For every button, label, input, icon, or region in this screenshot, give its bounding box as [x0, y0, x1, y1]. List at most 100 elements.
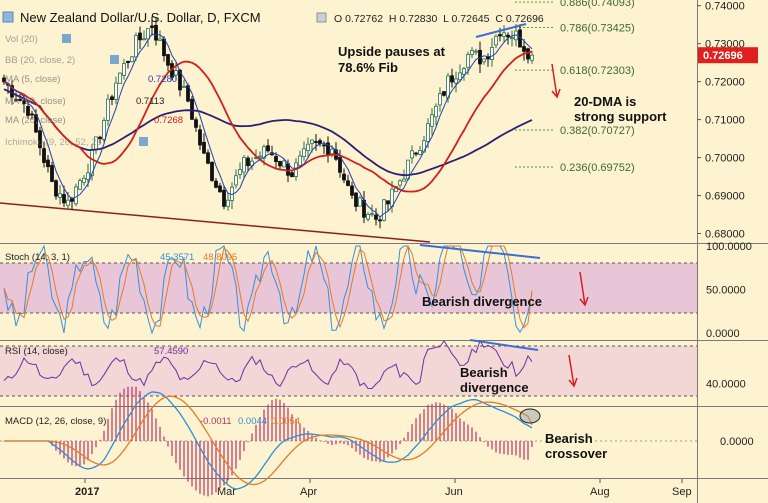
candle-body [454, 78, 458, 84]
histogram-bar [499, 441, 501, 454]
rsi-divergence-text-1: Bearish [460, 365, 508, 380]
time-tick-label: Jun [445, 486, 463, 498]
candle-body [498, 34, 502, 37]
rsi-pane[interactable]: RSI (14, close) 57.4590 Bearish divergen… [0, 339, 746, 397]
histogram-bar [103, 430, 105, 441]
histogram-bar [447, 406, 449, 441]
candle-body [474, 50, 478, 53]
candle-body [350, 185, 354, 196]
candle-body [18, 99, 22, 101]
candle-body [74, 186, 78, 205]
stoch-divergence-line [419, 244, 541, 259]
candle-body [118, 72, 122, 84]
candle-body [206, 152, 210, 164]
legend-ma20: MA (20, close) [5, 115, 66, 126]
candle-body [154, 24, 158, 41]
candle-body [70, 197, 74, 202]
histogram-bar [415, 418, 417, 441]
candle-body [470, 49, 474, 55]
time-axis[interactable]: 2017 Mar Apr Jun Aug Sep [75, 479, 692, 498]
price-tick-label: 0.70000 [705, 153, 745, 165]
candle-body [298, 155, 302, 166]
histogram-bar [279, 399, 281, 441]
time-tick-label: Mar [217, 486, 236, 498]
stoch-label: Stoch (14, 3, 1) [5, 252, 70, 263]
candle-body [174, 70, 178, 76]
fib-label: 0.618(0.72303) [560, 65, 635, 77]
histogram-bar [323, 441, 325, 442]
histogram-bar [327, 441, 329, 444]
candle-body [386, 200, 390, 205]
current-price-label: 0.72696 [703, 50, 743, 62]
histogram-bar [351, 441, 353, 449]
histogram-bar [359, 441, 361, 455]
histogram-bar [199, 441, 201, 494]
histogram-bar [263, 409, 265, 441]
settings-icon [139, 137, 148, 146]
time-tick-label: Apr [300, 486, 317, 498]
histogram-bar [487, 441, 489, 447]
candle-body [262, 146, 266, 159]
indicator-legend[interactable]: Vol (20) BB (20, close, 2) MA (5, close)… [5, 34, 183, 148]
histogram-bar [243, 441, 245, 451]
histogram-bar [275, 398, 277, 441]
price-pane[interactable]: 0.886(0.74093) 0.786(0.73425) 0.618(0.7230… [0, 0, 667, 243]
price-tick-label: 0.74000 [705, 1, 745, 13]
histogram-bar [227, 441, 229, 481]
candle-body [218, 185, 222, 193]
macd-value: 0.0044 [238, 416, 267, 427]
histogram-bar [491, 441, 493, 450]
histogram-bar [471, 427, 473, 441]
candle-body [102, 120, 106, 140]
histogram-bar [163, 436, 165, 441]
stoch-d-line [3, 244, 533, 329]
histogram-bar [407, 431, 409, 441]
histogram-bar [115, 399, 117, 441]
candle-body [150, 25, 154, 28]
histogram-bar [67, 441, 69, 463]
candle-body [54, 180, 58, 197]
histogram-bar [319, 440, 321, 441]
histogram-bar [391, 441, 393, 454]
histogram-bar [511, 441, 513, 455]
candle-body [506, 34, 510, 38]
candle-body [314, 141, 318, 143]
histogram-bar [507, 441, 509, 455]
histogram-bar [515, 441, 517, 456]
chart-title: New Zealand Dollar/U.S. Dollar, D, FXCM [20, 10, 261, 25]
macd-crossover-text-2: crossover [545, 446, 607, 461]
histogram-bar [251, 433, 253, 441]
histogram-bar [431, 403, 433, 441]
stoch-pane[interactable]: Stoch (14, 3, 1) 45.3571 48.8095 Bearish… [0, 241, 752, 340]
stoch-d-value: 48.8095 [203, 252, 237, 263]
crossover-circle [519, 408, 541, 424]
histogram-bar [207, 441, 209, 497]
stoch-band [0, 263, 697, 313]
candle-body [466, 54, 470, 68]
histogram-bar [347, 441, 349, 446]
candle-body [530, 54, 534, 61]
histogram-bar [151, 409, 153, 441]
histogram-bar [467, 424, 469, 441]
candle-body [130, 56, 134, 63]
histogram-bar [503, 441, 505, 455]
histogram-bar [403, 437, 405, 441]
histogram-bar [71, 441, 73, 466]
upside-pause-text-2: 78.6% Fib [338, 60, 398, 75]
histogram-bar [219, 441, 221, 489]
histogram-bar [527, 441, 529, 460]
histogram-bar [331, 441, 333, 446]
ohlc-readout: O 0.72762 H 0.72830 L 0.72645 C 0.72696 [334, 13, 544, 25]
histogram-bar [519, 441, 521, 458]
candle-body [2, 77, 6, 83]
candle-body [178, 69, 182, 91]
candle-body [458, 72, 462, 81]
legend-bb: BB (20, close, 2) [5, 55, 75, 66]
histogram-bar [411, 424, 413, 441]
histogram-bar [315, 437, 317, 441]
histogram-bar [451, 408, 453, 441]
candle-body [214, 180, 218, 188]
candle-body [342, 173, 346, 181]
macd-pane[interactable]: MACD (12, 26, close, 9) -0.0011 0.0044 0… [0, 386, 754, 497]
